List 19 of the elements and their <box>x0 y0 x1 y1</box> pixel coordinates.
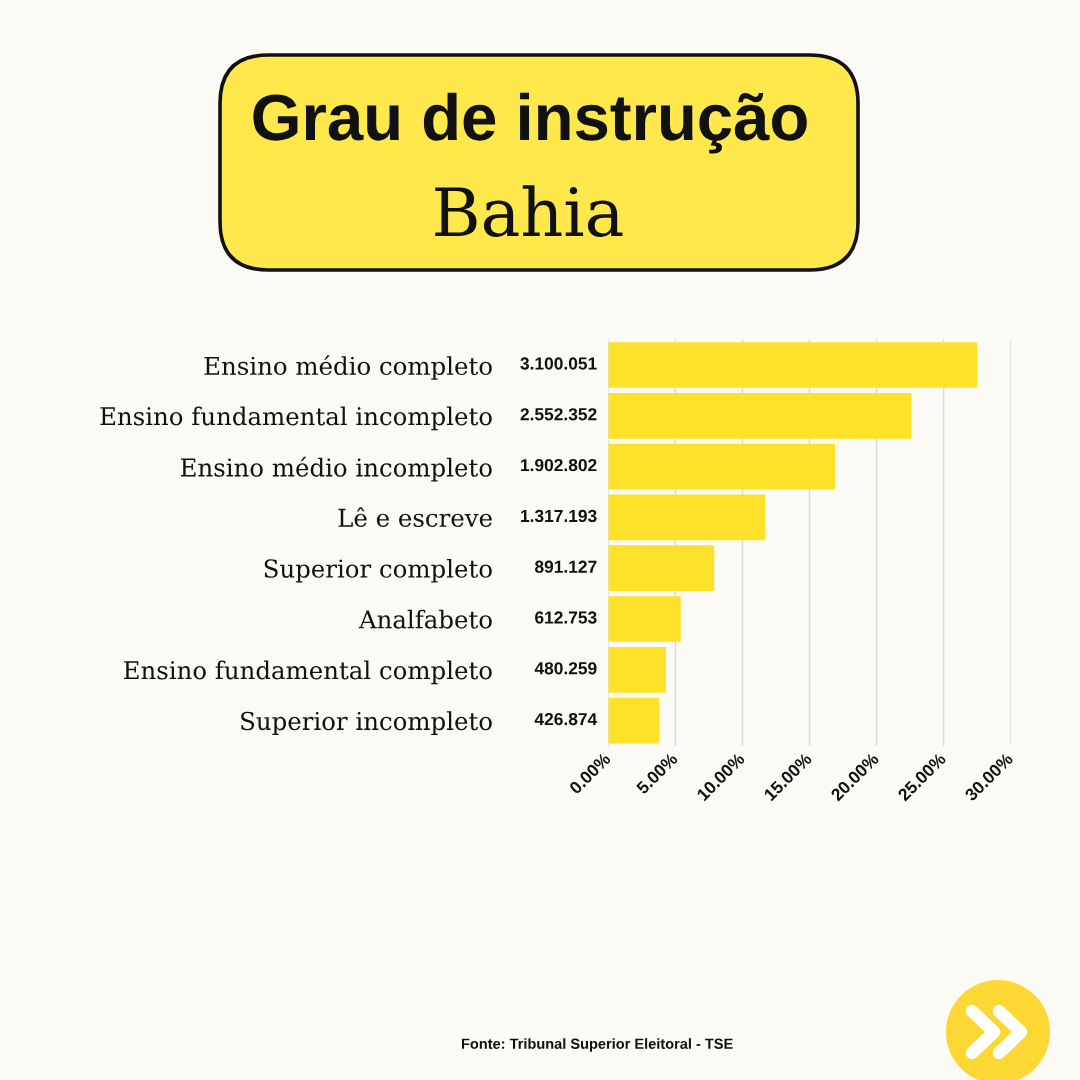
y-tick-label: Lê e escreve <box>338 507 492 528</box>
y-tick-label: Ensino médio incompleto <box>180 456 492 482</box>
text: 480.259 <box>534 662 597 675</box>
y-tick-label: Superior completo <box>264 558 492 583</box>
chart-subtitle: Bahia <box>435 185 623 237</box>
y-tick-label: Ensino fundamental incompleto <box>100 406 492 431</box>
y-tick-label: Ensino médio completo <box>204 355 492 380</box>
text: 891.127 <box>534 560 597 573</box>
source-note: Fonte: Tribunal Superior Eleitoral - TSE <box>461 1038 733 1052</box>
text: 612.753 <box>535 611 597 624</box>
y-tick-label: Ensino fundamental completo <box>124 660 492 685</box>
text: 3.100.051 <box>520 357 597 370</box>
y-tick-label: Analfabeto <box>358 609 492 629</box>
text: 1.902.802 <box>521 458 597 472</box>
text: 2.552.352 <box>520 408 597 421</box>
text: 1.317.193 <box>521 509 597 523</box>
y-tick-label: Superior incompleto <box>241 711 492 735</box>
text: 426.874 <box>534 712 598 726</box>
chart-title: Grau de instrução <box>253 92 807 154</box>
